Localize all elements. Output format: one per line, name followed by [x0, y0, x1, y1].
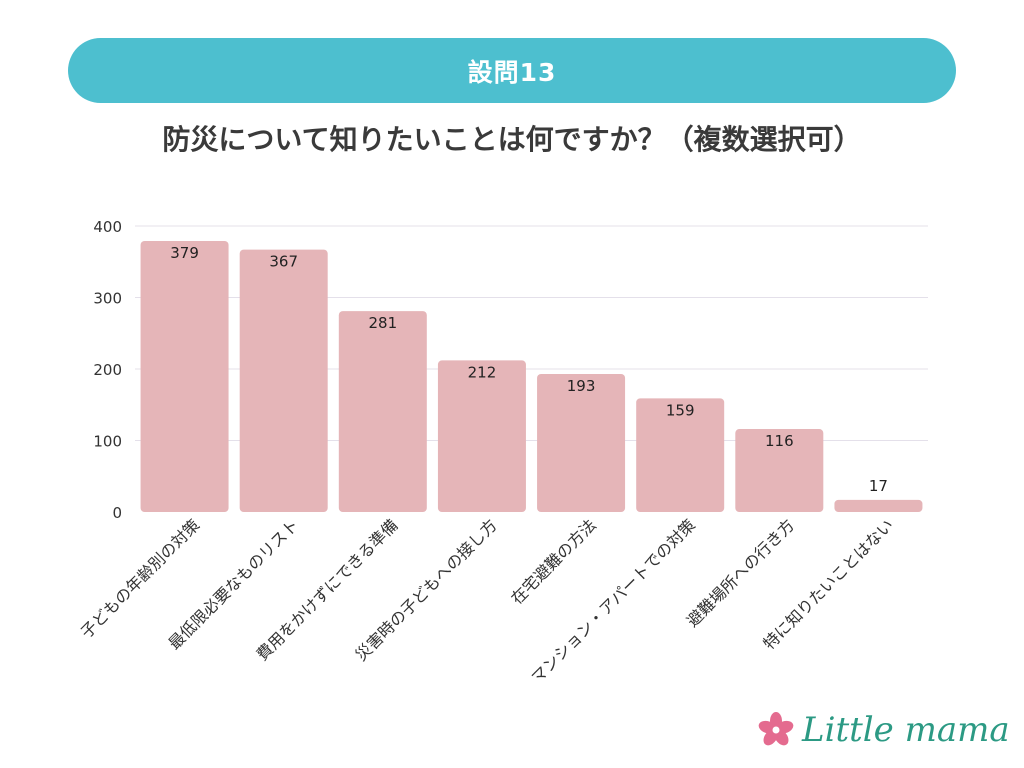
brand-name: Little mama	[802, 710, 1010, 750]
bar	[239, 249, 328, 512]
bar	[338, 311, 427, 512]
category-label: 在宅避難の方法	[507, 515, 600, 608]
category-label: マンション・アパートでの対策	[527, 515, 699, 687]
bar	[437, 360, 526, 512]
value-label: 17	[869, 477, 888, 495]
bar	[636, 398, 725, 512]
flower-icon	[758, 712, 794, 746]
y-tick-label: 400	[93, 218, 122, 236]
value-label: 193	[567, 377, 596, 395]
value-label: 212	[468, 363, 497, 381]
y-axis-ticks: 0 100 200 300 400	[93, 218, 122, 522]
bars	[140, 241, 923, 512]
category-labels: 子どもの年齢別の対策最低限必要なものリスト費用をかけずにできる準備災害時の子ども…	[77, 515, 897, 687]
y-tick-label: 200	[93, 361, 122, 379]
question-title: 防災について知りたいことは何ですか？（複数選択可）	[162, 123, 862, 156]
question-number-banner: 設問13	[68, 38, 956, 103]
value-labels: 379 367 281 212 193 159 116 17	[170, 244, 888, 495]
value-label: 281	[368, 314, 397, 332]
y-tick-label: 100	[93, 433, 122, 451]
category-label: 避難場所への行き方	[683, 515, 798, 630]
question-number: 設問13	[467, 57, 557, 87]
value-label: 116	[765, 432, 794, 450]
bar	[834, 499, 923, 512]
value-label: 367	[269, 253, 298, 271]
value-label: 159	[666, 401, 695, 419]
y-tick-label: 300	[93, 290, 122, 308]
bar	[537, 374, 626, 512]
bar	[140, 241, 229, 512]
value-label: 379	[170, 244, 199, 262]
brand-logo: Little mama	[758, 700, 1010, 760]
y-tick-label: 0	[112, 504, 122, 522]
bar	[735, 429, 824, 512]
